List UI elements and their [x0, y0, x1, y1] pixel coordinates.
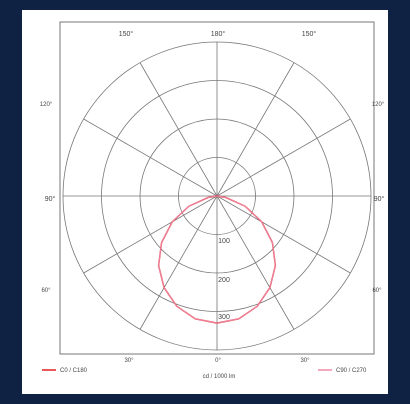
angle-label-60-right: 60°	[372, 288, 382, 294]
plot-border	[59, 21, 375, 355]
angle-label-150-left: 150°	[119, 30, 134, 38]
grid-spoke-60	[216, 195, 351, 274]
angle-label-60-left: 60°	[41, 288, 51, 294]
radial-tick-200: 200	[218, 277, 230, 284]
curve-c90-c270	[158, 195, 276, 324]
grid-spoke-300	[83, 195, 218, 274]
angle-label-30-left: 30°	[124, 358, 134, 364]
angle-label-120-left: 120°	[40, 102, 53, 108]
grid-spoke-240	[83, 118, 218, 197]
labels: 150° 180° 150° 120° 120° 90° 90° 60° 60°…	[40, 30, 385, 380]
polar-luminous-intensity-chart: 150° 180° 150° 120° 120° 90° 90° 60° 60°…	[40, 21, 385, 380]
grid-spoke-150	[216, 62, 295, 197]
grid-spoke-210	[139, 62, 218, 197]
radial-tick-100: 100	[218, 238, 230, 245]
legend: C0 / C180 C90 / C270	[42, 368, 367, 374]
legend-label-c90-c270: C90 / C270	[336, 368, 367, 374]
grid-spoke-120	[216, 118, 351, 197]
angle-label-90-left: 90°	[45, 195, 56, 203]
legend-label-c0-c180: C0 / C180	[60, 368, 88, 374]
radial-unit-label: cd / 1000 lm	[203, 374, 236, 380]
curves	[157, 195, 277, 324]
angle-label-90-right: 90°	[374, 195, 385, 203]
radial-tick-300: 300	[218, 314, 230, 321]
angle-label-0: 0°	[215, 358, 221, 364]
chart-panel: 150° 180° 150° 120° 120° 90° 90° 60° 60°…	[22, 10, 388, 394]
grid-spoke-30	[216, 195, 295, 330]
grid-spoke-330	[139, 195, 218, 330]
angle-label-120-right: 120°	[372, 102, 385, 108]
polar-grid	[62, 41, 372, 351]
angle-label-180: 180°	[211, 30, 226, 38]
angle-label-150-right: 150°	[302, 30, 317, 38]
angle-label-30-right: 30°	[300, 358, 310, 364]
